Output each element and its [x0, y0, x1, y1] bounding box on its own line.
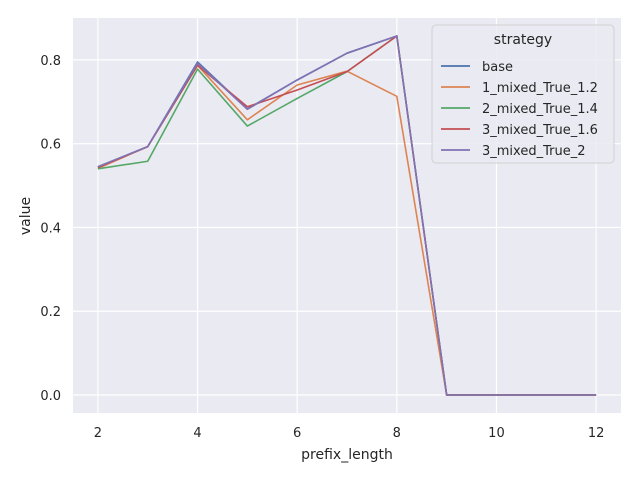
y-axis-title: value	[18, 197, 34, 235]
y-tick-label: 0.8	[40, 54, 61, 69]
legend-item[interactable]: 1_mixed_True_1.2	[441, 81, 598, 96]
legend-label: 2_mixed_True_1.4	[482, 102, 598, 117]
y-axis-ticks: 0.0 0.2 0.4 0.6 0.8	[40, 54, 61, 404]
y-tick-label: 0.0	[40, 389, 61, 404]
legend-title: strategy	[494, 32, 552, 48]
x-tick-label: 2	[94, 426, 102, 441]
y-tick-label: 0.4	[40, 221, 61, 236]
x-tick-label: 4	[193, 426, 201, 441]
legend-item[interactable]: 3_mixed_True_2	[441, 144, 585, 159]
x-axis-ticks: 2 4 6 8 10 12	[94, 426, 605, 441]
legend[interactable]: strategy base 1_mixed_True_1.2 2_mixed_Tru…	[431, 24, 615, 164]
legend-item[interactable]: 2_mixed_True_1.4	[441, 102, 598, 117]
legend-label: base	[482, 60, 513, 75]
x-axis-title: prefix_length	[301, 447, 393, 463]
x-tick-label: 10	[488, 426, 505, 441]
series-lines	[97, 35, 597, 396]
y-tick-label: 0.2	[40, 305, 61, 320]
legend-item[interactable]: 3_mixed_True_1.6	[441, 123, 598, 138]
x-tick-label: 6	[293, 426, 301, 441]
x-tick-label: 8	[393, 426, 401, 441]
x-tick-label: 12	[588, 426, 605, 441]
legend-box	[431, 24, 615, 164]
y-tick-label: 0.6	[40, 138, 61, 153]
legend-label: 3_mixed_True_1.6	[482, 123, 598, 138]
legend-item[interactable]: base	[441, 60, 513, 75]
legend-label: 1_mixed_True_1.2	[482, 81, 598, 96]
legend-label: 3_mixed_True_2	[482, 144, 585, 159]
series-line-4	[97, 35, 597, 396]
